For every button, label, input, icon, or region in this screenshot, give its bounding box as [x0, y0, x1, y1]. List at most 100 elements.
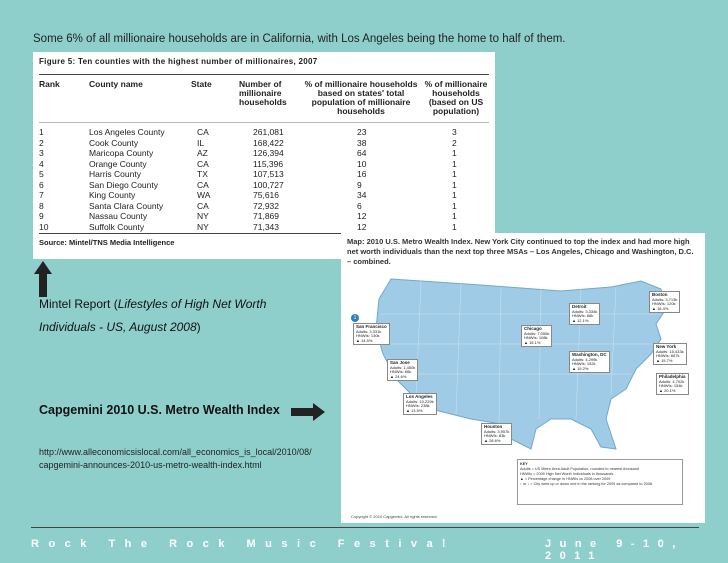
callout-city: Detroit	[572, 304, 587, 309]
table-cell: 1	[452, 190, 457, 200]
col-us-pct: % of millionaire households (based on US…	[424, 79, 488, 116]
table-row: 1 Los Angeles County CA 261,081 23 3	[39, 127, 489, 137]
table-cell: 64	[357, 148, 367, 158]
callout-l1: Adults: 1,450k	[390, 364, 416, 370]
table-cell: 10	[357, 158, 367, 169]
mintel-caption-line1: Mintel Report (Lifestyles of High Net Wo…	[39, 297, 267, 311]
table-cell: CA	[197, 158, 209, 169]
table-row: 5 Harris County TX 107,513 16 1	[39, 169, 489, 179]
table-cell: 1	[39, 127, 44, 137]
table-cell: 8	[39, 200, 44, 211]
callout-l1: Adults: 3,957k	[484, 428, 510, 434]
table-cell: 71,869	[253, 211, 279, 221]
callout-l1: Adults: 3,331k	[356, 328, 382, 334]
table-cell: CA	[197, 127, 209, 137]
table-cell: Nassau County	[89, 211, 148, 221]
divider	[39, 233, 489, 234]
callout-l3: ▲ 28.6%	[484, 437, 501, 443]
table-cell: King County	[89, 190, 136, 200]
table-cell: 34	[357, 190, 367, 200]
callout-l1: Adults: 3,713k	[652, 296, 678, 302]
table-cell: 168,422	[253, 137, 284, 148]
callout-city: San Francisco	[356, 324, 387, 329]
table-cell: 9	[39, 211, 44, 221]
callout-l1: Adults: 7,050k	[524, 330, 550, 336]
mintel-caption-line2: Individuals - US, August 2008)	[39, 320, 201, 334]
map-title: Map: 2010 U.S. Metro Wealth Index. New Y…	[347, 237, 694, 266]
callout-l1: Adults: 10,229k	[406, 398, 434, 404]
table-cell: 12	[357, 211, 367, 221]
footer-event-name: Rock The Rock Music Festival	[31, 538, 455, 550]
table-cell: 9	[357, 179, 362, 190]
table-cell: 1	[452, 158, 457, 169]
table-row: 4 Orange County CA 115,396 10 1	[39, 159, 489, 169]
callout-l3: ▲ 12.1%	[572, 317, 589, 323]
table-cell: Los Angeles County	[89, 127, 165, 137]
map-callout: Boston Adults: 3,713k HNWIs: 120k ▲ 16.4%	[649, 291, 681, 313]
callout-l2: HNWIs: 154k	[659, 383, 683, 388]
table-cell: 261,081	[253, 127, 284, 137]
table-cell: 4	[39, 158, 44, 169]
table-cell: 1	[452, 211, 457, 221]
table-source: Source: Mintel/TNS Media Intelligence	[39, 238, 175, 247]
table-title: Figure 5: Ten counties with the highest …	[39, 57, 318, 66]
table-cell: CA	[197, 200, 209, 211]
callout-l3: ▲ 15.1%	[524, 339, 541, 345]
table-cell: Cook County	[89, 137, 139, 148]
table-cell: 3	[452, 127, 457, 137]
table-cell: Harris County	[89, 169, 141, 179]
table-cell: 16	[357, 169, 367, 179]
callout-l3: ▲ 20.1%	[659, 387, 676, 393]
table-cell: 10	[39, 221, 49, 232]
divider	[39, 74, 489, 75]
millionaire-table: Figure 5: Ten counties with the highest …	[33, 52, 495, 259]
capgemini-title: Capgemini 2010 U.S. Metro Wealth Index	[39, 403, 280, 417]
table-cell: 23	[357, 127, 367, 137]
source-url[interactable]: http://www.alleconomicsislocal.com/all_e…	[39, 447, 312, 470]
callout-city: Washington, DC	[572, 352, 607, 357]
map-callout: San Jose Adults: 1,450k HNWIs: 66k ▲ 24.6%	[387, 359, 419, 381]
table-row: 2 Cook County IL 168,422 38 2	[39, 138, 489, 148]
callout-city: San Jose	[390, 360, 410, 365]
callout-l3: ▲ 13.5%	[406, 407, 423, 413]
table-cell: 107,513	[253, 169, 284, 179]
table-cell: 1	[452, 179, 457, 190]
table-cell: AZ	[197, 148, 208, 158]
callout-l1: Adults: 15,433k	[656, 348, 684, 354]
table-cell: 126,394	[253, 148, 284, 158]
callout-l3: ▲ 15.7%	[656, 357, 673, 363]
callout-city: New York	[656, 344, 677, 349]
table-cell: 3	[39, 148, 44, 158]
table-row: 9 Nassau County NY 71,869 12 1	[39, 211, 489, 221]
map-callout: Houston Adults: 3,957k HNWIs: 83k ▲ 28.6%	[481, 423, 513, 445]
map-callout: Washington, DC Adults: 4,299k HNWIs: 152k ▲…	[569, 351, 610, 373]
table-cell: 38	[357, 137, 367, 148]
callout-city: Boston	[652, 292, 668, 297]
table-cell: 1	[452, 169, 457, 179]
table-cell: 1	[452, 221, 457, 232]
callout-l2: HNWIs: 108k	[524, 335, 548, 340]
table-cell: 115,396	[253, 158, 284, 169]
map-key: KEY Adults = US Metro Area Adult Populat…	[517, 459, 683, 505]
table-cell: 6	[357, 200, 362, 211]
col-county: County name	[89, 79, 143, 89]
wealth-map: Map: 2010 U.S. Metro Wealth Index. New Y…	[341, 233, 705, 523]
map-copyright: Copyright © 2010 Capgemini. All rights r…	[351, 514, 438, 519]
table-cell: 2	[39, 137, 44, 148]
callout-l2: HNWIs: 83k	[484, 433, 506, 438]
callout-l1: Adults: 4,702k	[659, 378, 685, 384]
table-cell: San Diego County	[89, 179, 158, 190]
table-cell: 72,932	[253, 200, 279, 211]
callout-l3: ▲ 19.2%	[572, 365, 589, 371]
callout-l1: Adults: 4,299k	[572, 356, 598, 362]
table-row: 10 Suffolk County NY 71,343 12 1	[39, 222, 489, 232]
col-rank: Rank	[39, 79, 60, 89]
col-state-pct: % of millionaire households based on sta…	[304, 79, 418, 116]
table-cell: 1	[452, 148, 457, 158]
table-cell: 2	[452, 137, 457, 148]
map-callout: New York Adults: 15,433k HNWIs: 667k ▲ 15.7…	[653, 343, 687, 365]
map-callout: Detroit Adults: 3,334k HNWIs: 66k ▲ 12.1%	[569, 303, 601, 325]
map-callout: Chicago Adults: 7,050k HNWIs: 108k ▲ 15.1%	[521, 325, 553, 347]
table-cell: CA	[197, 179, 209, 190]
callout-l2: HNWIs: 667k	[656, 353, 680, 358]
